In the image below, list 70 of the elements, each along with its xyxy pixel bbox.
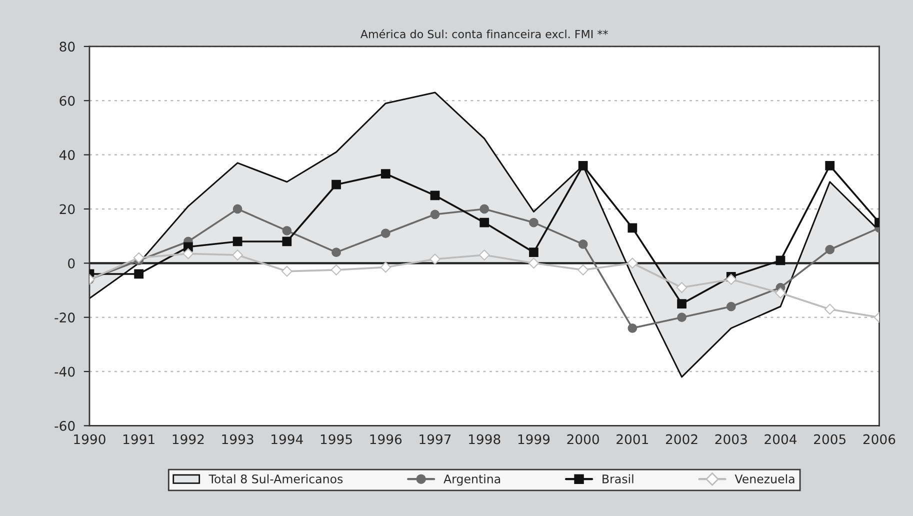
- y-tick-label: 0: [68, 258, 75, 268]
- point: [529, 248, 538, 258]
- point: [677, 312, 686, 322]
- x-tick-label: 2000: [567, 434, 599, 444]
- point: [480, 218, 490, 228]
- y-tick-label: -60: [54, 420, 75, 431]
- legend-label: Argentina: [444, 474, 500, 486]
- x-tick-label: 1994: [272, 434, 303, 444]
- legend-label: Brasil: [602, 474, 634, 484]
- point: [282, 236, 292, 246]
- point: [232, 204, 242, 214]
- x-tick-label: 1997: [420, 434, 451, 444]
- y-tick-label: 60: [60, 96, 75, 106]
- point: [578, 240, 588, 249]
- point: [332, 248, 341, 258]
- x-tick-label: 1990: [74, 434, 106, 444]
- point: [628, 323, 638, 333]
- x-tick-label: 1991: [123, 434, 154, 444]
- point: [824, 304, 836, 315]
- x-tick-label: 1999: [518, 434, 550, 444]
- point: [677, 299, 686, 308]
- point: [380, 228, 390, 238]
- point: [825, 244, 835, 254]
- legend-label: Total 8 Sul-Americanos: [208, 474, 343, 484]
- point: [480, 204, 490, 214]
- x-tick-label: 2001: [616, 434, 648, 444]
- x-tick-label: 1992: [172, 434, 204, 444]
- point: [775, 288, 786, 298]
- legend-label: Venezuela: [734, 474, 794, 484]
- x-tick-label: 2005: [814, 434, 846, 444]
- x-tick-label: 2003: [715, 434, 747, 444]
- point: [281, 266, 292, 277]
- y-tick-label: 80: [60, 42, 75, 52]
- point: [282, 226, 292, 236]
- point: [232, 236, 242, 246]
- point: [380, 262, 392, 273]
- point: [529, 218, 538, 228]
- point: [232, 250, 243, 260]
- x-tick-label: 1995: [320, 434, 352, 444]
- point: [578, 160, 588, 170]
- x-tick-label: 1996: [370, 434, 402, 444]
- x-tick-label: 1993: [222, 434, 254, 444]
- point: [776, 256, 786, 266]
- point: [626, 258, 638, 269]
- point: [676, 282, 688, 293]
- point: [478, 250, 490, 260]
- y-tick-label: 40: [59, 150, 75, 160]
- point: [332, 180, 341, 190]
- point: [726, 274, 737, 285]
- x-tick-label: 2002: [666, 434, 698, 444]
- point: [430, 190, 440, 200]
- point: [430, 254, 440, 265]
- point: [726, 302, 736, 312]
- point: [528, 258, 540, 269]
- y-tick-label: 20: [60, 204, 75, 214]
- y-tick-label: -40: [54, 366, 75, 377]
- x-tick-label: 2006: [863, 434, 896, 444]
- chart-title: América do Sul: conta financeira excl. FMI **: [360, 29, 608, 38]
- point: [578, 264, 588, 276]
- point: [380, 169, 390, 178]
- x-tick-label: 1998: [469, 434, 500, 444]
- y-tick-label: -20: [54, 312, 75, 323]
- point: [182, 248, 194, 260]
- x-tick-label: 2004: [764, 434, 797, 444]
- point: [628, 223, 638, 233]
- point: [330, 264, 342, 276]
- point: [430, 210, 440, 220]
- point: [134, 269, 144, 279]
- point: [133, 252, 144, 264]
- point: [825, 160, 835, 170]
